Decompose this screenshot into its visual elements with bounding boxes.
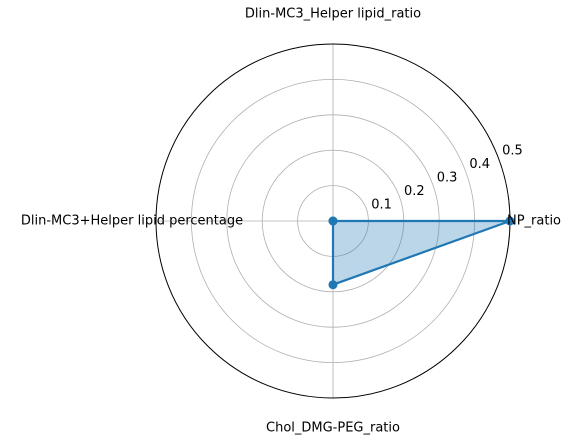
- axis-label-mc3-helper-percentage: Dlin-MC3+Helper lipid percentage: [21, 214, 243, 229]
- radar-data: [328, 216, 515, 290]
- series-line: [331, 219, 512, 286]
- radial-tick-label: 0.4: [469, 157, 490, 172]
- radial-tick-labels: 0.1 0.2 0.3 0.4 0.5: [371, 144, 523, 213]
- data-point: [328, 216, 338, 226]
- radial-tick-label: 0.3: [437, 171, 458, 186]
- series-points: [328, 216, 515, 290]
- data-point: [328, 280, 338, 290]
- axis-labels: NP_ratio Dlin-MC3_Helper lipid_ratio Dli…: [21, 7, 561, 436]
- radial-tick-label: 0.1: [371, 198, 392, 213]
- data-point: [505, 216, 515, 226]
- radial-tick-label: 0.5: [502, 144, 523, 159]
- radial-tick-label: 0.2: [404, 184, 425, 199]
- axis-label-np-ratio: NP_ratio: [507, 214, 561, 229]
- axis-label-chol-peg-ratio: Chol_DMG-PEG_ratio: [266, 421, 400, 436]
- axis-label-mc3-helper-ratio: Dlin-MC3_Helper lipid_ratio: [245, 7, 421, 22]
